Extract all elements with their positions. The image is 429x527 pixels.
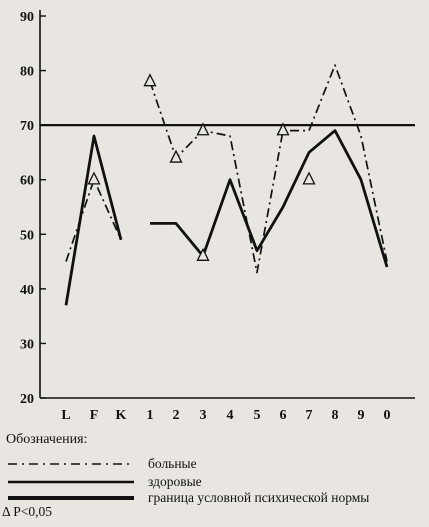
y-tick-label: 30	[20, 337, 34, 352]
legend-item-patients: больные	[6, 456, 197, 472]
legend-significance: Δ P<0,05	[2, 504, 53, 519]
x-tick-label: 3	[200, 408, 207, 420]
x-tick-label: 1	[147, 408, 154, 420]
x-tick-label: L	[61, 408, 70, 420]
x-tick-label: 4	[227, 408, 234, 420]
significance-triangle	[196, 247, 210, 261]
x-tick-label: 5	[254, 408, 261, 420]
significance-triangle	[302, 171, 316, 185]
significance-triangle	[169, 149, 183, 163]
legend-swatch-dashdot	[6, 459, 136, 469]
x-tick-label: 0	[384, 408, 391, 420]
x-tick-label: 7	[306, 408, 313, 420]
legend-item-healthy: здоровые	[6, 474, 202, 490]
x-tick-label: F	[90, 408, 99, 420]
x-tick-labels: L F K 1 2 3 4 5 6 7 8 9 0	[61, 408, 390, 420]
legend-label-healthy: здоровые	[148, 474, 202, 489]
healthy-line-segment	[64, 134, 123, 306]
chart-axes	[39, 10, 415, 399]
legend: Обозначения: больные здоровые граница ус…	[0, 420, 429, 527]
y-tick-labels: 20 30 40 50 60 70 80 90	[20, 10, 46, 407]
significance-triangle	[143, 73, 157, 87]
healthy-line-segment	[150, 129, 389, 268]
x-tick-label: 2	[173, 408, 180, 420]
y-tick-label: 40	[20, 283, 34, 298]
y-tick-label: 90	[20, 10, 34, 25]
significance-triangle	[276, 122, 290, 136]
legend-swatch-norm	[6, 493, 136, 503]
x-tick-label: 6	[280, 408, 287, 420]
legend-title: Обозначения:	[6, 432, 88, 447]
legend-label-norm: граница условной психической нормы	[148, 490, 370, 505]
patients-line-segment	[149, 64, 388, 274]
y-tick-label: 80	[20, 65, 34, 80]
significance-triangle	[87, 171, 101, 185]
legend-swatch-solid	[6, 477, 136, 487]
legend-item-norm: граница условной психической нормы	[6, 490, 369, 506]
significance-markers	[87, 73, 316, 261]
x-tick-label: 8	[332, 408, 339, 420]
x-tick-label: 9	[358, 408, 365, 420]
series-lines	[64, 64, 389, 306]
y-tick-label: 70	[20, 119, 34, 134]
significance-triangle	[196, 122, 210, 136]
y-tick-label: 20	[20, 392, 34, 407]
y-tick-label: 50	[20, 228, 34, 243]
legend-label-patients: больные	[148, 456, 197, 471]
x-tick-label: K	[116, 408, 127, 420]
y-tick-label: 60	[20, 174, 34, 189]
